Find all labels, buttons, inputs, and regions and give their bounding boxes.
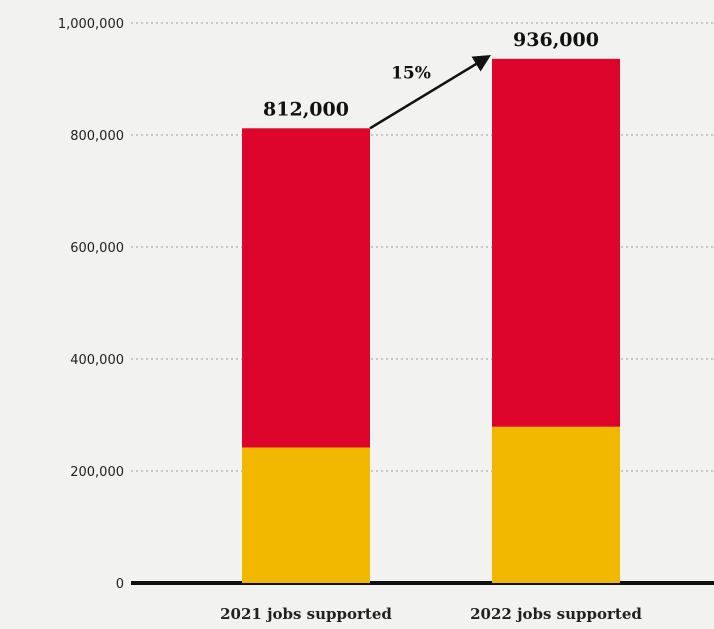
bars [242, 58, 620, 583]
bar-segment-lower [492, 426, 620, 583]
gridlines [131, 22, 714, 585]
y-tick-label: 600,000 [70, 241, 124, 256]
bar-segment-upper [492, 58, 620, 427]
y-tick-label: 800,000 [70, 129, 124, 144]
y-tick-label: 0 [116, 577, 124, 592]
growth-arrow [369, 55, 491, 130]
x-category-label: 2021 jobs supported [220, 605, 392, 623]
y-tick-label: 1,000,000 [58, 17, 124, 32]
y-tick-label: 200,000 [70, 465, 124, 480]
bar-total-label: 936,000 [513, 29, 599, 51]
x-category-label: 2022 jobs supported [470, 605, 642, 623]
labels: 0 200,000 400,000 600,000 800,000 1,000,000 20… [58, 17, 643, 623]
bar-segment-lower [242, 447, 370, 583]
y-tick-label: 400,000 [70, 353, 124, 368]
growth-percent-label: 15% [391, 64, 431, 84]
bar-total-label: 812,000 [263, 98, 349, 120]
bar-segment-upper [242, 128, 370, 448]
